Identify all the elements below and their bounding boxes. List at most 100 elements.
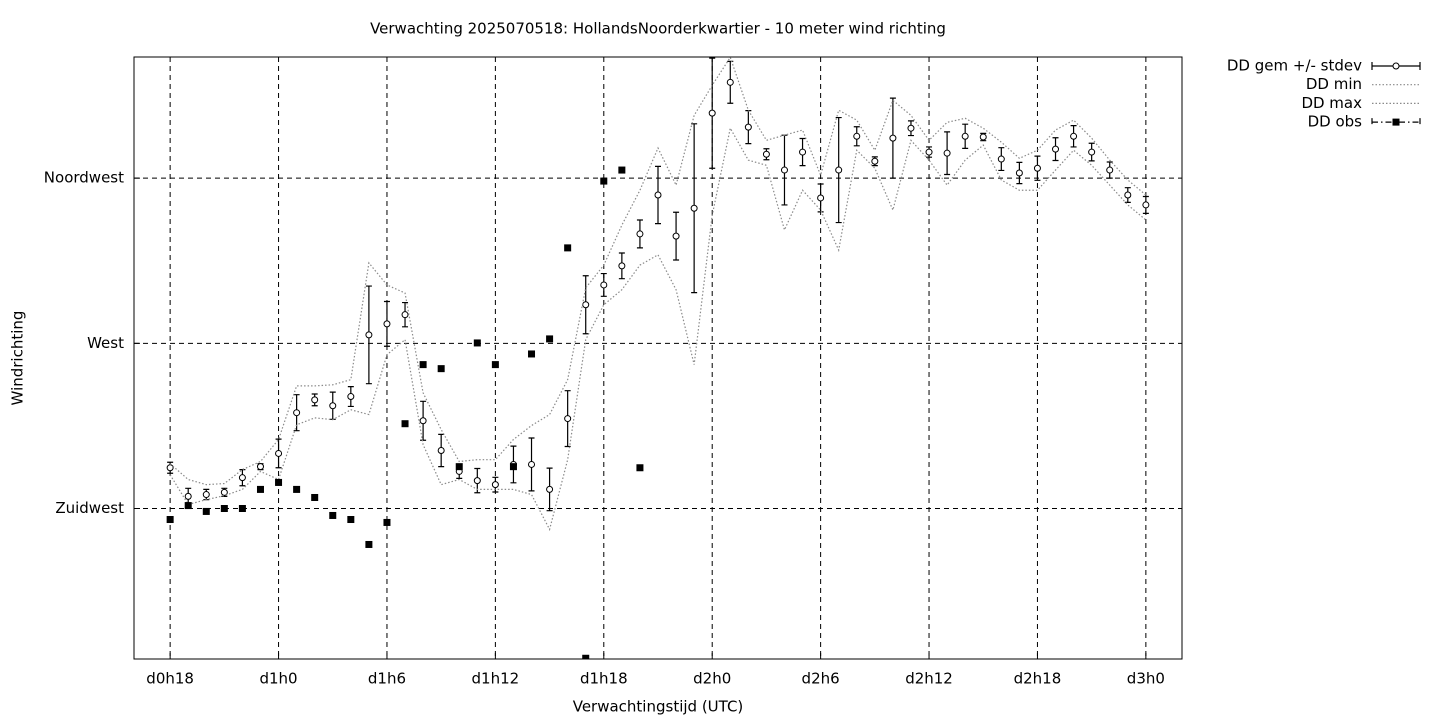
mean-point bbox=[528, 460, 536, 468]
x-tick-label: d2h0 bbox=[693, 670, 731, 688]
mean-point bbox=[907, 124, 915, 132]
min-max-line bbox=[169, 57, 1147, 486]
mean-point bbox=[419, 417, 427, 425]
obs-point bbox=[383, 518, 391, 526]
y-tick-label: Noordwest bbox=[44, 169, 124, 187]
mean-point bbox=[293, 409, 301, 417]
min-max-line bbox=[169, 126, 1147, 532]
mean-point bbox=[1142, 201, 1150, 209]
mean-point bbox=[636, 230, 644, 238]
mean-point bbox=[600, 281, 608, 289]
mean-point bbox=[690, 204, 698, 212]
mean-point bbox=[1033, 164, 1041, 172]
obs-point bbox=[401, 420, 409, 428]
obs-point bbox=[347, 516, 355, 524]
x-tick-label: d2h18 bbox=[1014, 670, 1062, 688]
mean-point bbox=[256, 463, 264, 471]
mean-point bbox=[871, 157, 879, 165]
y-tick-label: Zuidwest bbox=[55, 499, 124, 517]
mean-point bbox=[708, 109, 716, 117]
obs-point bbox=[293, 485, 301, 493]
legend-marker bbox=[1392, 62, 1400, 70]
legend-marker bbox=[1392, 118, 1400, 126]
mean-point bbox=[925, 148, 933, 156]
mean-point bbox=[1052, 145, 1060, 153]
obs-point bbox=[473, 339, 481, 347]
mean-point bbox=[853, 132, 861, 140]
obs-point bbox=[528, 350, 536, 358]
mean-point bbox=[961, 132, 969, 140]
mean-point bbox=[943, 149, 951, 157]
legend-label: DD gem +/- stdev bbox=[1227, 57, 1362, 75]
mean-point bbox=[1070, 132, 1078, 140]
x-tick-label: d1h18 bbox=[580, 670, 628, 688]
obs-point bbox=[455, 463, 463, 471]
obs-point bbox=[491, 361, 499, 369]
mean-point bbox=[329, 402, 337, 410]
mean-point bbox=[401, 311, 409, 319]
mean-point bbox=[582, 301, 590, 309]
obs-point bbox=[329, 511, 337, 519]
mean-point bbox=[997, 155, 1005, 163]
mean-point bbox=[1088, 148, 1096, 156]
obs-point bbox=[437, 365, 445, 373]
mean-point bbox=[762, 150, 770, 158]
mean-point bbox=[726, 78, 734, 86]
mean-point bbox=[473, 477, 481, 485]
mean-point bbox=[383, 320, 391, 328]
mean-point bbox=[654, 191, 662, 199]
obs-point bbox=[509, 463, 517, 471]
mean-point bbox=[166, 464, 174, 472]
mean-point bbox=[780, 166, 788, 174]
mean-point bbox=[744, 123, 752, 131]
mean-point bbox=[1124, 191, 1132, 199]
legend-label: DD max bbox=[1301, 94, 1362, 112]
legend-label: DD obs bbox=[1308, 113, 1363, 131]
obs-point bbox=[256, 485, 264, 493]
mean-point bbox=[835, 166, 843, 174]
mean-point bbox=[564, 415, 572, 423]
mean-point bbox=[1106, 166, 1114, 174]
y-tick-label: West bbox=[87, 334, 124, 352]
x-tick-label: d1h6 bbox=[368, 670, 406, 688]
obs-point bbox=[202, 507, 210, 515]
mean-point bbox=[799, 148, 807, 156]
mean-point bbox=[672, 232, 680, 240]
legend-label: DD min bbox=[1306, 75, 1362, 93]
mean-point bbox=[618, 262, 626, 270]
plot-area bbox=[166, 57, 1150, 659]
obs-point bbox=[184, 502, 192, 510]
mean-point bbox=[889, 134, 897, 142]
obs-point bbox=[311, 493, 319, 501]
obs-point bbox=[636, 464, 644, 472]
obs-point bbox=[238, 505, 246, 512]
obs-point bbox=[600, 177, 608, 185]
mean-point bbox=[238, 474, 246, 482]
mean-point bbox=[546, 485, 554, 493]
obs-point bbox=[582, 654, 590, 659]
mean-point bbox=[437, 447, 445, 455]
mean-point bbox=[184, 492, 192, 500]
mean-point bbox=[491, 481, 499, 489]
mean-point bbox=[275, 449, 283, 457]
obs-point bbox=[166, 516, 174, 524]
obs-point bbox=[365, 540, 373, 548]
mean-point bbox=[817, 194, 825, 202]
obs-point bbox=[546, 335, 554, 343]
plot-frame bbox=[133, 56, 1183, 660]
y-axis-label: Windrichting bbox=[9, 311, 27, 406]
obs-point bbox=[275, 478, 283, 486]
mean-point bbox=[979, 133, 987, 141]
x-tick-label: d2h6 bbox=[802, 670, 840, 688]
mean-point bbox=[202, 491, 210, 499]
mean-point bbox=[347, 393, 355, 401]
obs-point bbox=[564, 244, 572, 252]
x-tick-label: d1h0 bbox=[259, 670, 297, 688]
x-tick-label: d1h12 bbox=[472, 670, 520, 688]
obs-point bbox=[419, 361, 427, 369]
x-tick-label: d3h0 bbox=[1127, 670, 1165, 688]
mean-point bbox=[220, 488, 228, 496]
mean-point bbox=[365, 331, 373, 339]
obs-point bbox=[618, 166, 626, 174]
